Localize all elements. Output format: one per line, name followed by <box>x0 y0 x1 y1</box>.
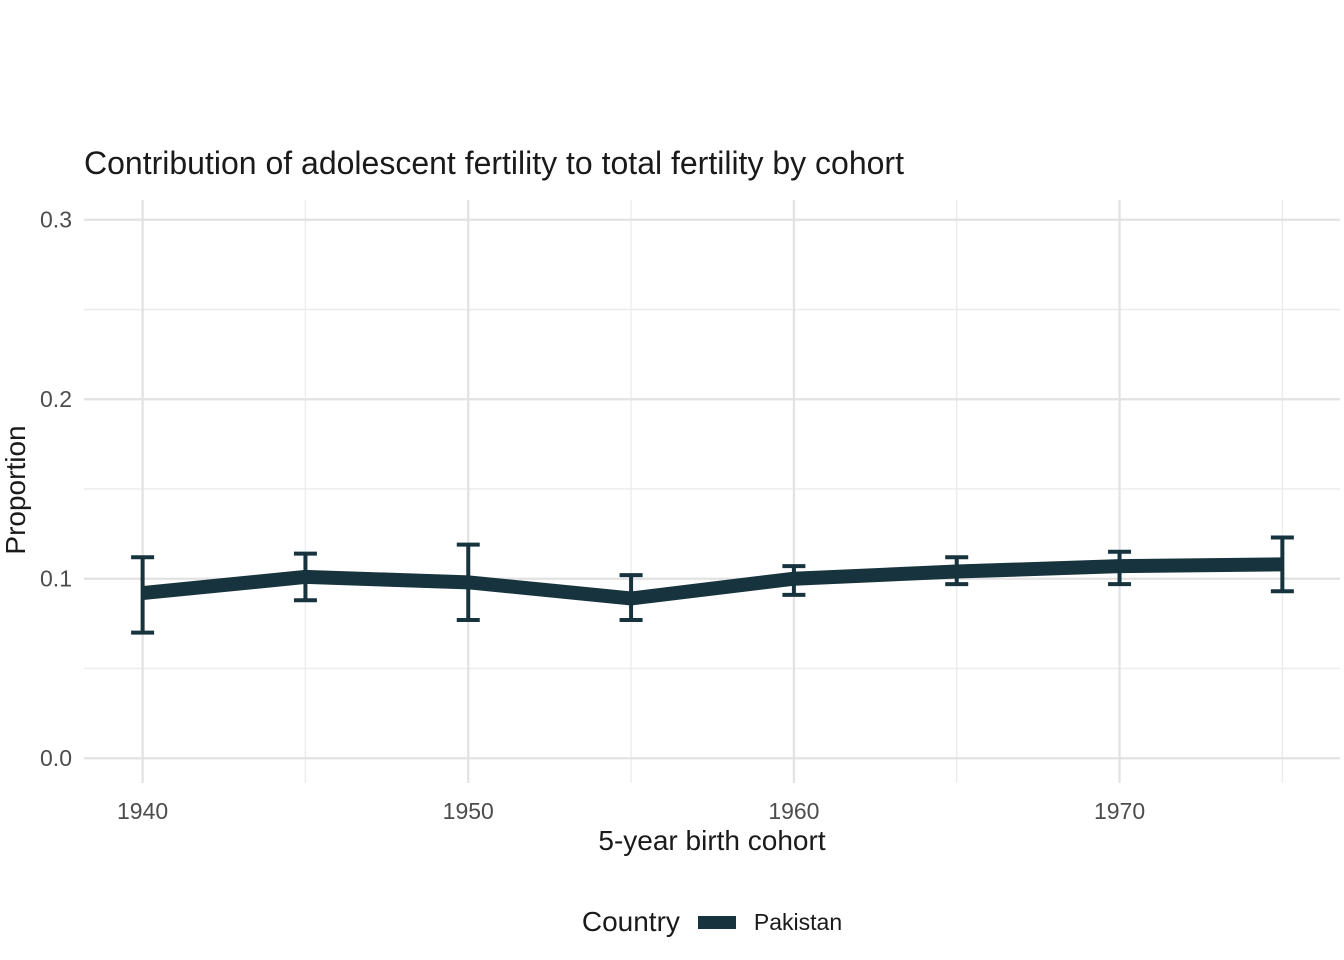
y-tick-label: 0.2 <box>40 386 72 412</box>
x-tick-label: 1970 <box>1094 798 1145 824</box>
x-tick-label: 1960 <box>768 798 819 824</box>
y-tick-label: 0.1 <box>40 566 72 592</box>
legend-item-label: Pakistan <box>753 908 843 935</box>
x-tick-label: 1950 <box>443 798 494 824</box>
legend: Country Pakistan <box>84 900 1340 944</box>
legend-line-swatch <box>697 915 736 929</box>
x-axis-title: 5-year birth cohort <box>598 825 826 856</box>
data-line-pakistan <box>141 557 1283 606</box>
plot-title: Contribution of adolescent fertility to … <box>84 145 904 181</box>
y-tick-label: 0.3 <box>40 207 72 233</box>
legend-title: Country <box>581 906 680 937</box>
y-tick-label: 0.0 <box>40 745 72 771</box>
x-tick-label: 1940 <box>117 798 168 824</box>
